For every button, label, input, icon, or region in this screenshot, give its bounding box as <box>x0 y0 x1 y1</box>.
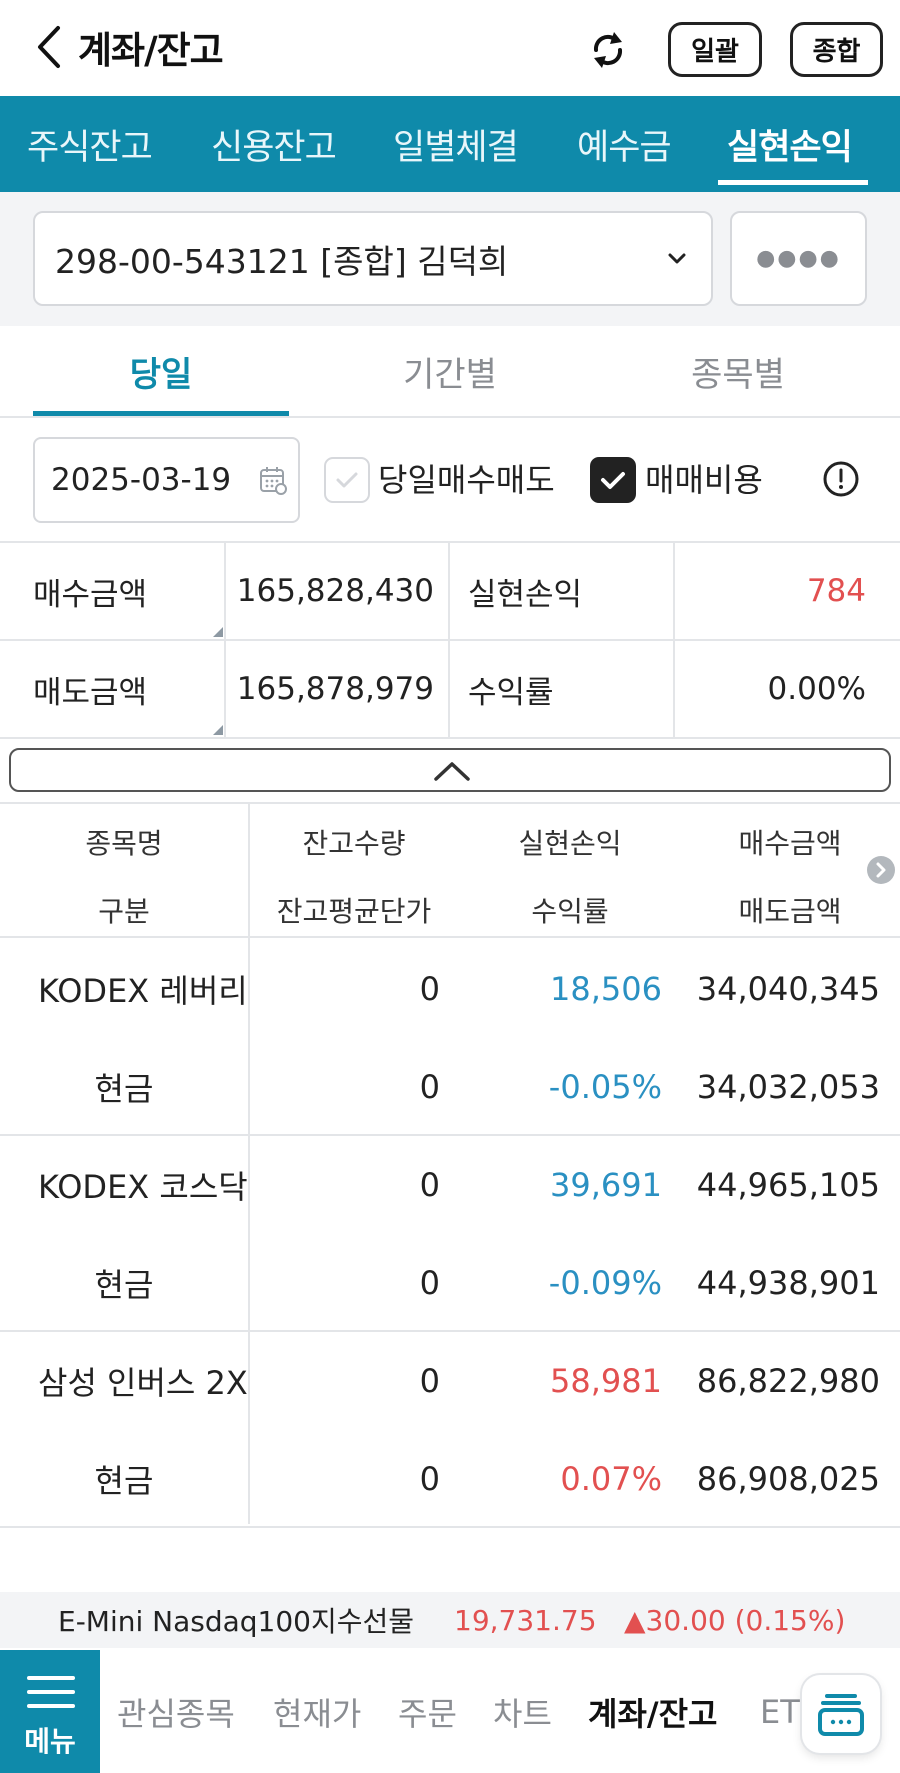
ticker-name: E-Mini Nasdaq100지수선물 <box>58 1605 415 1638</box>
realized-pl-value: 784 <box>806 573 866 609</box>
tab-stock-balance[interactable]: 주식잔고 <box>27 127 153 168</box>
refresh-icon[interactable] <box>584 26 632 74</box>
summary-row: 매도금액 165,878,979 수익률 0.00% <box>0 641 900 739</box>
total-button[interactable]: 종합 <box>790 22 883 77</box>
menu-button[interactable]: 메뉴 <box>0 1650 100 1773</box>
app-header: 계좌/잔고 일괄 종합 <box>0 0 900 96</box>
keyboard-button[interactable] <box>802 1675 880 1753</box>
realized-pl: 18,506 <box>550 970 662 1008</box>
bulk-button[interactable]: 일괄 <box>668 22 762 77</box>
avg-price: 0 <box>419 1264 440 1302</box>
subtab-period[interactable]: 기간별 <box>403 354 497 395</box>
realized-pl: 58,981 <box>550 1362 662 1400</box>
chevron-down-icon <box>668 253 686 264</box>
return-rate-label: 수익률 <box>468 674 554 711</box>
sell-amount-value: 165,878,979 <box>236 671 434 707</box>
subtab-by-stock[interactable]: 종목별 <box>691 354 785 395</box>
stock-name: KODEX 레버리지 <box>38 972 248 1010</box>
balance-qty: 0 <box>419 970 440 1008</box>
sell-amount: 44,938,901 <box>696 1264 880 1302</box>
subtab-today[interactable]: 당일 <box>129 354 193 395</box>
col-return-rate: 수익률 <box>531 895 609 928</box>
balance-qty: 0 <box>419 1166 440 1204</box>
summary-grid: 매수금액 165,828,430 실현손익 784 매도금액 165,878,9… <box>0 541 900 739</box>
return-rate-value: 0.00% <box>767 671 866 707</box>
table-row[interactable]: 삼성 인버스 2X 현금 0 0 58,981 0.07% 86,822,980… <box>0 1332 900 1528</box>
return-rate: -0.05% <box>548 1068 662 1106</box>
scroll-right-icon[interactable] <box>867 856 895 884</box>
back-arrow-icon[interactable] <box>30 22 70 72</box>
buy-amount: 44,965,105 <box>696 1166 880 1204</box>
info-icon[interactable] <box>822 460 860 498</box>
buy-amount: 86,822,980 <box>696 1362 880 1400</box>
tab-credit-balance[interactable]: 신용잔고 <box>211 127 337 168</box>
collapse-toggle[interactable] <box>9 748 891 792</box>
col-avg-price: 잔고평균단가 <box>276 895 432 928</box>
avg-price: 0 <box>419 1460 440 1498</box>
return-rate: 0.07% <box>560 1460 662 1498</box>
chevron-up-icon <box>434 762 470 781</box>
check-icon <box>336 472 358 488</box>
nav-chart[interactable]: 차트 <box>493 1694 552 1733</box>
nav-etf[interactable]: ETF <box>760 1692 800 1731</box>
market-ticker[interactable]: E-Mini Nasdaq100지수선물 19,731.75 ▲30.00 (0… <box>0 1592 900 1648</box>
keyboard-icon <box>818 1694 864 1736</box>
nav-current-price[interactable]: 현재가 <box>273 1694 362 1733</box>
summary-row: 매수금액 165,828,430 실현손익 784 <box>0 543 900 641</box>
ticker-price: 19,731.75 <box>454 1603 597 1637</box>
fees-checkbox[interactable] <box>590 457 636 503</box>
ticker-change: ▲30.00 (0.15%) <box>624 1603 846 1637</box>
nav-order[interactable]: 주문 <box>398 1694 457 1733</box>
tab-deposit[interactable]: 예수금 <box>577 127 672 168</box>
nav-watchlist[interactable]: 관심종목 <box>117 1694 235 1733</box>
page-title: 계좌/잔고 <box>78 29 224 72</box>
col-type: 구분 <box>98 895 150 928</box>
account-type: 현금 <box>94 1070 154 1108</box>
nav-account-balance[interactable]: 계좌/잔고 <box>588 1694 718 1733</box>
realized-pl: 39,691 <box>550 1166 662 1204</box>
sell-amount: 34,032,053 <box>696 1068 880 1106</box>
subtab-indicator <box>33 411 289 416</box>
bottom-nav: 메뉴 관심종목 현재가 주문 차트 계좌/잔고 ETF <box>0 1650 900 1773</box>
buy-amount-value: 165,828,430 <box>236 573 434 609</box>
tab-daily-execution[interactable]: 일별체결 <box>393 127 519 168</box>
menu-label: 메뉴 <box>24 1725 76 1758</box>
table-row[interactable]: KODEX 코스닥150 현금 0 0 39,691 -0.09% 44,965… <box>0 1136 900 1332</box>
date-value: 2025-03-19 <box>51 462 232 498</box>
table-header: 종목명 구분 잔고수량 잔고평균단가 실현손익 수익률 매수금액 매도금액 <box>0 802 900 938</box>
tab-realized-pl[interactable]: 실현손익 <box>727 127 853 168</box>
calendar-icon <box>260 467 287 495</box>
account-type: 현금 <box>94 1462 154 1500</box>
date-picker[interactable]: 2025-03-19 <box>33 437 300 523</box>
buy-amount-label: 매수금액 <box>33 576 148 613</box>
account-number: 298-00-543121 [종합] 김덕희 <box>55 241 509 281</box>
return-rate: -0.09% <box>548 1264 662 1302</box>
col-buy-amount: 매수금액 <box>738 827 842 860</box>
account-type: 현금 <box>94 1266 154 1304</box>
realized-pl-label: 실현손익 <box>468 576 583 613</box>
col-realized-pl: 실현손익 <box>518 827 622 860</box>
same-day-trade-label: 당일매수매도 <box>378 461 555 499</box>
active-tab-indicator <box>718 180 868 185</box>
period-tabs: 당일 기간별 종목별 <box>0 326 900 418</box>
check-icon <box>601 472 625 489</box>
balance-qty: 0 <box>419 1362 440 1400</box>
buy-amount: 34,040,345 <box>696 970 880 1008</box>
col-sell-amount: 매도금액 <box>738 895 842 928</box>
sell-amount: 86,908,025 <box>696 1460 880 1498</box>
stock-name: KODEX 코스닥150 <box>38 1168 248 1206</box>
col-qty: 잔고수량 <box>302 827 406 860</box>
fees-label: 매매비용 <box>645 461 763 499</box>
column-divider <box>248 802 250 1524</box>
account-select[interactable]: 298-00-543121 [종합] 김덕희 <box>33 211 713 306</box>
sell-amount-label: 매도금액 <box>33 674 148 711</box>
same-day-trade-checkbox[interactable] <box>324 457 370 503</box>
hamburger-icon <box>27 1676 75 1708</box>
password-field[interactable]: ●●●● <box>730 211 867 306</box>
table-row[interactable]: KODEX 레버리지 현금 0 0 18,506 -0.05% 34,040,3… <box>0 940 900 1136</box>
main-tabs: 주식잔고 신용잔고 일별체결 예수금 실현손익 <box>0 96 900 192</box>
avg-price: 0 <box>419 1068 440 1106</box>
col-name: 종목명 <box>85 827 163 860</box>
stock-name: 삼성 인버스 2X <box>38 1364 248 1402</box>
